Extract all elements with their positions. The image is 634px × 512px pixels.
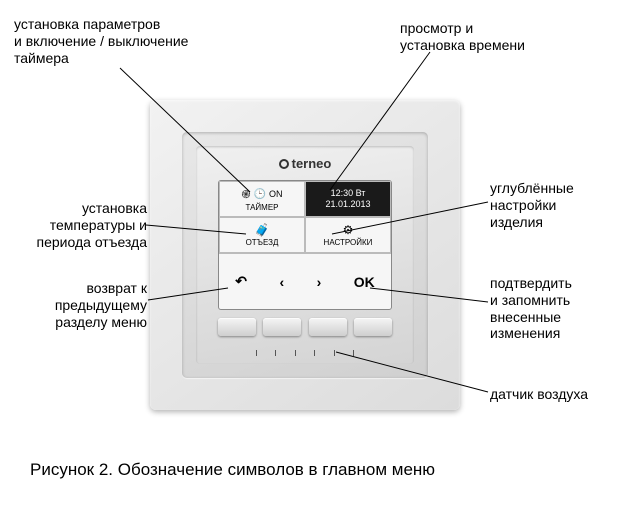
brand-label: terneo xyxy=(196,156,414,171)
hw-button-1[interactable] xyxy=(218,318,256,336)
callout-confirm: подтвердитьи запомнитьвнесенныеизменения xyxy=(490,275,620,342)
brand-icon xyxy=(279,159,289,169)
callout-timer-params: установка параметрови включение / выключ… xyxy=(14,16,204,66)
sensor-slit xyxy=(334,350,335,356)
gear-icon: ⚙ xyxy=(343,223,354,237)
lcd-screen: ֎ 🕒 ON ТАЙМЕР 12:30 Вт 21.01.2013 🧳 ОТЪЕ… xyxy=(218,180,392,310)
sensor-slit xyxy=(256,350,257,356)
callout-sensor: датчик воздуха xyxy=(490,386,620,403)
timer-label: ТАЙМЕР xyxy=(245,203,278,212)
device-panel: terneo ֎ 🕒 ON ТАЙМЕР 12:30 Вт 21.01.2013… xyxy=(196,146,414,364)
time-text: 12:30 Вт xyxy=(331,188,366,199)
date-text: 21.01.2013 xyxy=(325,199,370,210)
hw-button-2[interactable] xyxy=(263,318,301,336)
nav-row: ↶ ‹ › OK xyxy=(219,253,391,309)
brand-text: terneo xyxy=(292,156,332,171)
callout-back: возврат кпредыдущемуразделу меню xyxy=(42,280,147,330)
sensor-slit xyxy=(353,350,354,356)
callout-time-view: просмотр иустановка времени xyxy=(400,20,560,54)
cell-settings[interactable]: ⚙ НАСТРОЙКИ xyxy=(305,217,391,253)
spiral-icon: ֎ xyxy=(242,187,251,202)
callout-deep-settings: углублённыенастройкиизделия xyxy=(490,180,620,230)
nav-left-icon[interactable]: ‹ xyxy=(279,274,284,290)
depart-label: ОТЪЕЗД xyxy=(246,238,279,247)
hw-button-4[interactable] xyxy=(354,318,392,336)
air-sensor xyxy=(256,350,354,356)
figure-caption: Рисунок 2. Обозначение символов в главно… xyxy=(30,460,435,480)
cell-datetime[interactable]: 12:30 Вт 21.01.2013 xyxy=(305,181,391,217)
settings-label: НАСТРОЙКИ xyxy=(324,238,373,247)
hw-button-3[interactable] xyxy=(309,318,347,336)
device-frame-inner: terneo ֎ 🕒 ON ТАЙМЕР 12:30 Вт 21.01.2013… xyxy=(182,132,428,378)
sensor-slit xyxy=(275,350,276,356)
sensor-slit xyxy=(295,350,296,356)
suitcase-icon: 🧳 xyxy=(255,223,270,237)
cell-timer[interactable]: ֎ 🕒 ON ТАЙМЕР xyxy=(219,181,305,217)
timer-on-text: ON xyxy=(269,189,283,199)
callout-temp-depart: установкатемпературы ипериода отъезда xyxy=(12,200,147,250)
hw-button-row xyxy=(218,318,392,336)
nav-back-icon[interactable]: ↶ xyxy=(235,273,247,290)
cell-depart[interactable]: 🧳 ОТЪЕЗД xyxy=(219,217,305,253)
sensor-slit xyxy=(314,350,315,356)
clock-icon: 🕒 xyxy=(254,189,266,200)
device-frame-outer: terneo ֎ 🕒 ON ТАЙМЕР 12:30 Вт 21.01.2013… xyxy=(150,100,460,410)
nav-ok-text[interactable]: OK xyxy=(354,274,375,290)
nav-right-icon[interactable]: › xyxy=(317,274,322,290)
